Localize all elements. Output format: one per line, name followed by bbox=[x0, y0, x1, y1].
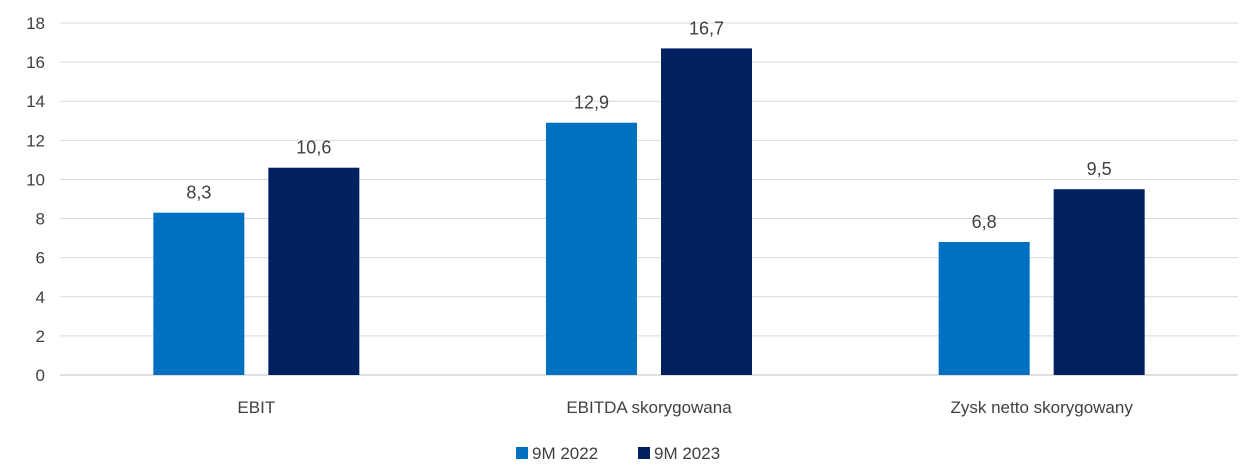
bar bbox=[661, 48, 752, 376]
data-label: 8,3 bbox=[186, 183, 211, 203]
bar bbox=[546, 122, 637, 375]
y-tick-label: 0 bbox=[36, 366, 45, 385]
x-category-label: Zysk netto skorygowany bbox=[950, 398, 1133, 417]
y-tick-label: 12 bbox=[26, 131, 45, 150]
legend: 9M 2022 9M 2023 bbox=[516, 444, 720, 463]
legend-swatch bbox=[516, 447, 528, 459]
legend-label: 9M 2023 bbox=[654, 444, 720, 463]
x-category-label: EBIT bbox=[237, 398, 275, 417]
x-axis-labels: EBIT EBITDA skorygowana Zysk netto skorygo… bbox=[237, 398, 1133, 417]
y-tick-label: 8 bbox=[36, 210, 45, 229]
y-tick-label: 6 bbox=[36, 249, 45, 268]
gridlines bbox=[60, 22, 1238, 376]
data-label: 10,6 bbox=[296, 138, 331, 158]
y-tick-label: 16 bbox=[26, 53, 45, 72]
x-category-label: EBITDA skorygowana bbox=[566, 398, 732, 417]
y-tick-label: 10 bbox=[26, 170, 45, 189]
bar bbox=[1053, 189, 1145, 375]
bar bbox=[938, 242, 1030, 375]
data-label: 9,5 bbox=[1087, 159, 1112, 179]
data-labels: 8,3 10,6 12,9 16,7 6,8 9,5 bbox=[186, 18, 1111, 232]
legend-swatch bbox=[638, 447, 650, 459]
bars bbox=[153, 48, 1145, 376]
y-tick-label: 4 bbox=[36, 288, 45, 307]
y-axis-ticks: 0 2 4 6 8 10 12 14 16 18 bbox=[26, 14, 45, 385]
bar bbox=[153, 212, 245, 375]
y-tick-label: 18 bbox=[26, 14, 45, 33]
bar bbox=[268, 167, 360, 375]
data-label: 12,9 bbox=[574, 93, 609, 113]
y-tick-label: 2 bbox=[36, 327, 45, 346]
legend-label: 9M 2022 bbox=[532, 444, 598, 463]
data-label: 6,8 bbox=[972, 212, 997, 232]
data-label: 16,7 bbox=[689, 18, 724, 38]
y-tick-label: 14 bbox=[26, 92, 45, 111]
